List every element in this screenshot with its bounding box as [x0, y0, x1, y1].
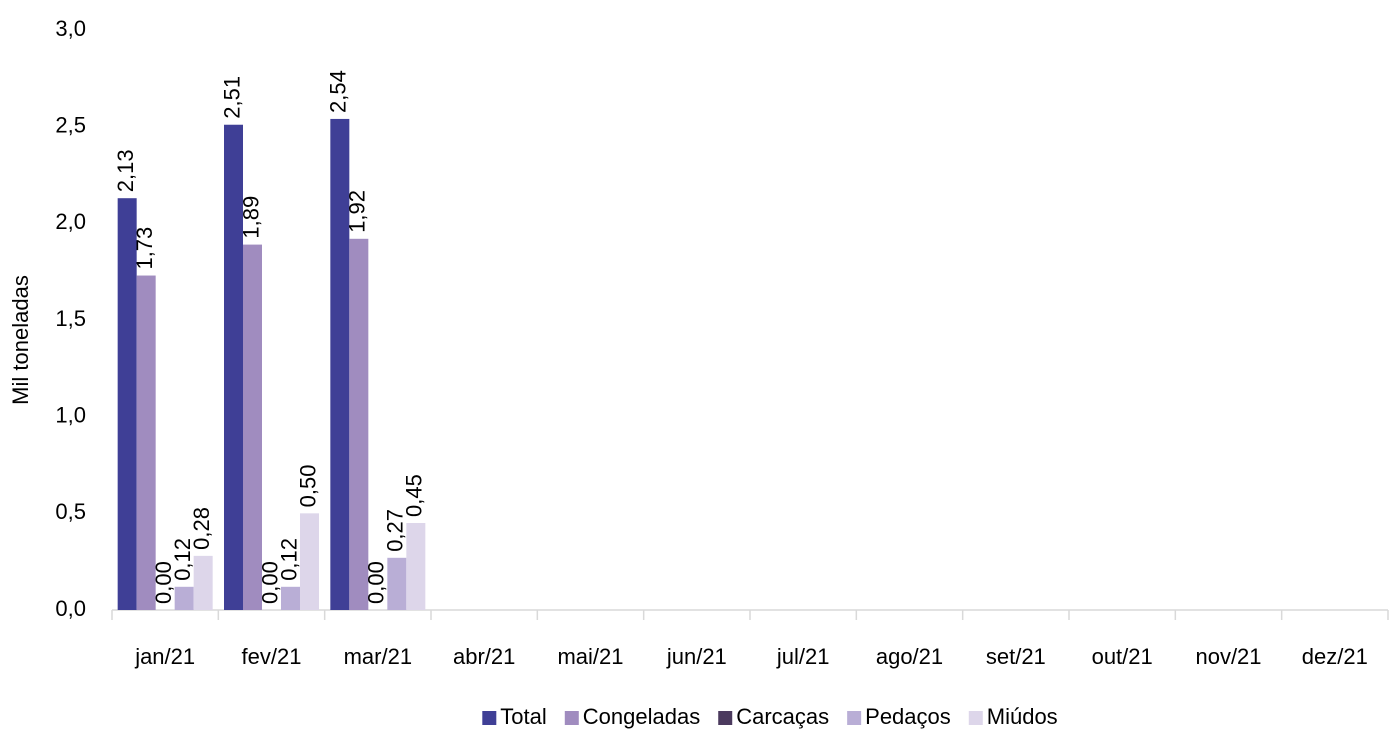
data-label: 2,54 [326, 70, 351, 113]
data-label: 0,00 [151, 561, 176, 604]
y-tick-label: 3,0 [55, 16, 86, 41]
legend-swatch [968, 711, 983, 725]
x-tick-label: jan/21 [134, 644, 195, 669]
bar [349, 238, 369, 611]
x-tick-label: fev/21 [242, 644, 302, 669]
legend-swatch [564, 711, 579, 725]
bar [224, 124, 243, 610]
data-label: 0,00 [257, 561, 282, 604]
y-tick-label: 2,5 [55, 112, 86, 137]
data-label: 2,51 [219, 76, 244, 119]
data-label: 1,89 [238, 196, 263, 239]
data-label: 0,28 [189, 507, 214, 550]
bar [136, 275, 156, 610]
legend-label: Total [500, 704, 546, 729]
y-tick-label: 1,5 [55, 306, 86, 331]
bar [406, 523, 426, 610]
legend-swatch [718, 711, 733, 725]
bar [243, 244, 262, 610]
bar [300, 513, 319, 610]
y-tick-label: 2,0 [55, 209, 86, 234]
bar [387, 557, 407, 610]
data-label: 0,12 [276, 538, 301, 581]
bar [174, 586, 194, 610]
x-tick-label: nov/21 [1195, 644, 1261, 669]
bar [117, 198, 137, 610]
bar [281, 586, 300, 610]
x-tick-label: jun/21 [666, 644, 727, 669]
legend-swatch [482, 711, 497, 725]
legend-swatch [847, 711, 862, 725]
data-label: 0,12 [170, 538, 195, 581]
data-label: 0,50 [295, 465, 320, 508]
data-label: 1,73 [132, 227, 157, 270]
data-label: 1,92 [345, 190, 370, 233]
legend-label: Pedaços [865, 704, 951, 729]
y-tick-label: 1,0 [55, 402, 86, 427]
legend-label: Carcaças [736, 704, 829, 729]
y-tick-label: 0,0 [55, 596, 86, 621]
bar [330, 118, 350, 610]
x-tick-label: dez/21 [1302, 644, 1368, 669]
bar [193, 555, 213, 610]
data-label: 2,13 [113, 149, 138, 192]
x-tick-label: abr/21 [453, 644, 515, 669]
y-axis-title: Mil toneladas [8, 275, 33, 405]
x-tick-label: out/21 [1092, 644, 1153, 669]
x-tick-label: jul/21 [776, 644, 830, 669]
data-label: 0,00 [364, 561, 389, 604]
x-tick-label: set/21 [986, 644, 1046, 669]
x-tick-label: mar/21 [344, 644, 412, 669]
x-tick-label: mai/21 [557, 644, 623, 669]
legend-label: Miúdos [987, 704, 1058, 729]
data-label: 0,45 [402, 474, 427, 517]
legend-label: Congeladas [583, 704, 700, 729]
data-label: 0,27 [383, 509, 408, 552]
y-tick-label: 0,5 [55, 499, 86, 524]
x-tick-label: ago/21 [876, 644, 943, 669]
